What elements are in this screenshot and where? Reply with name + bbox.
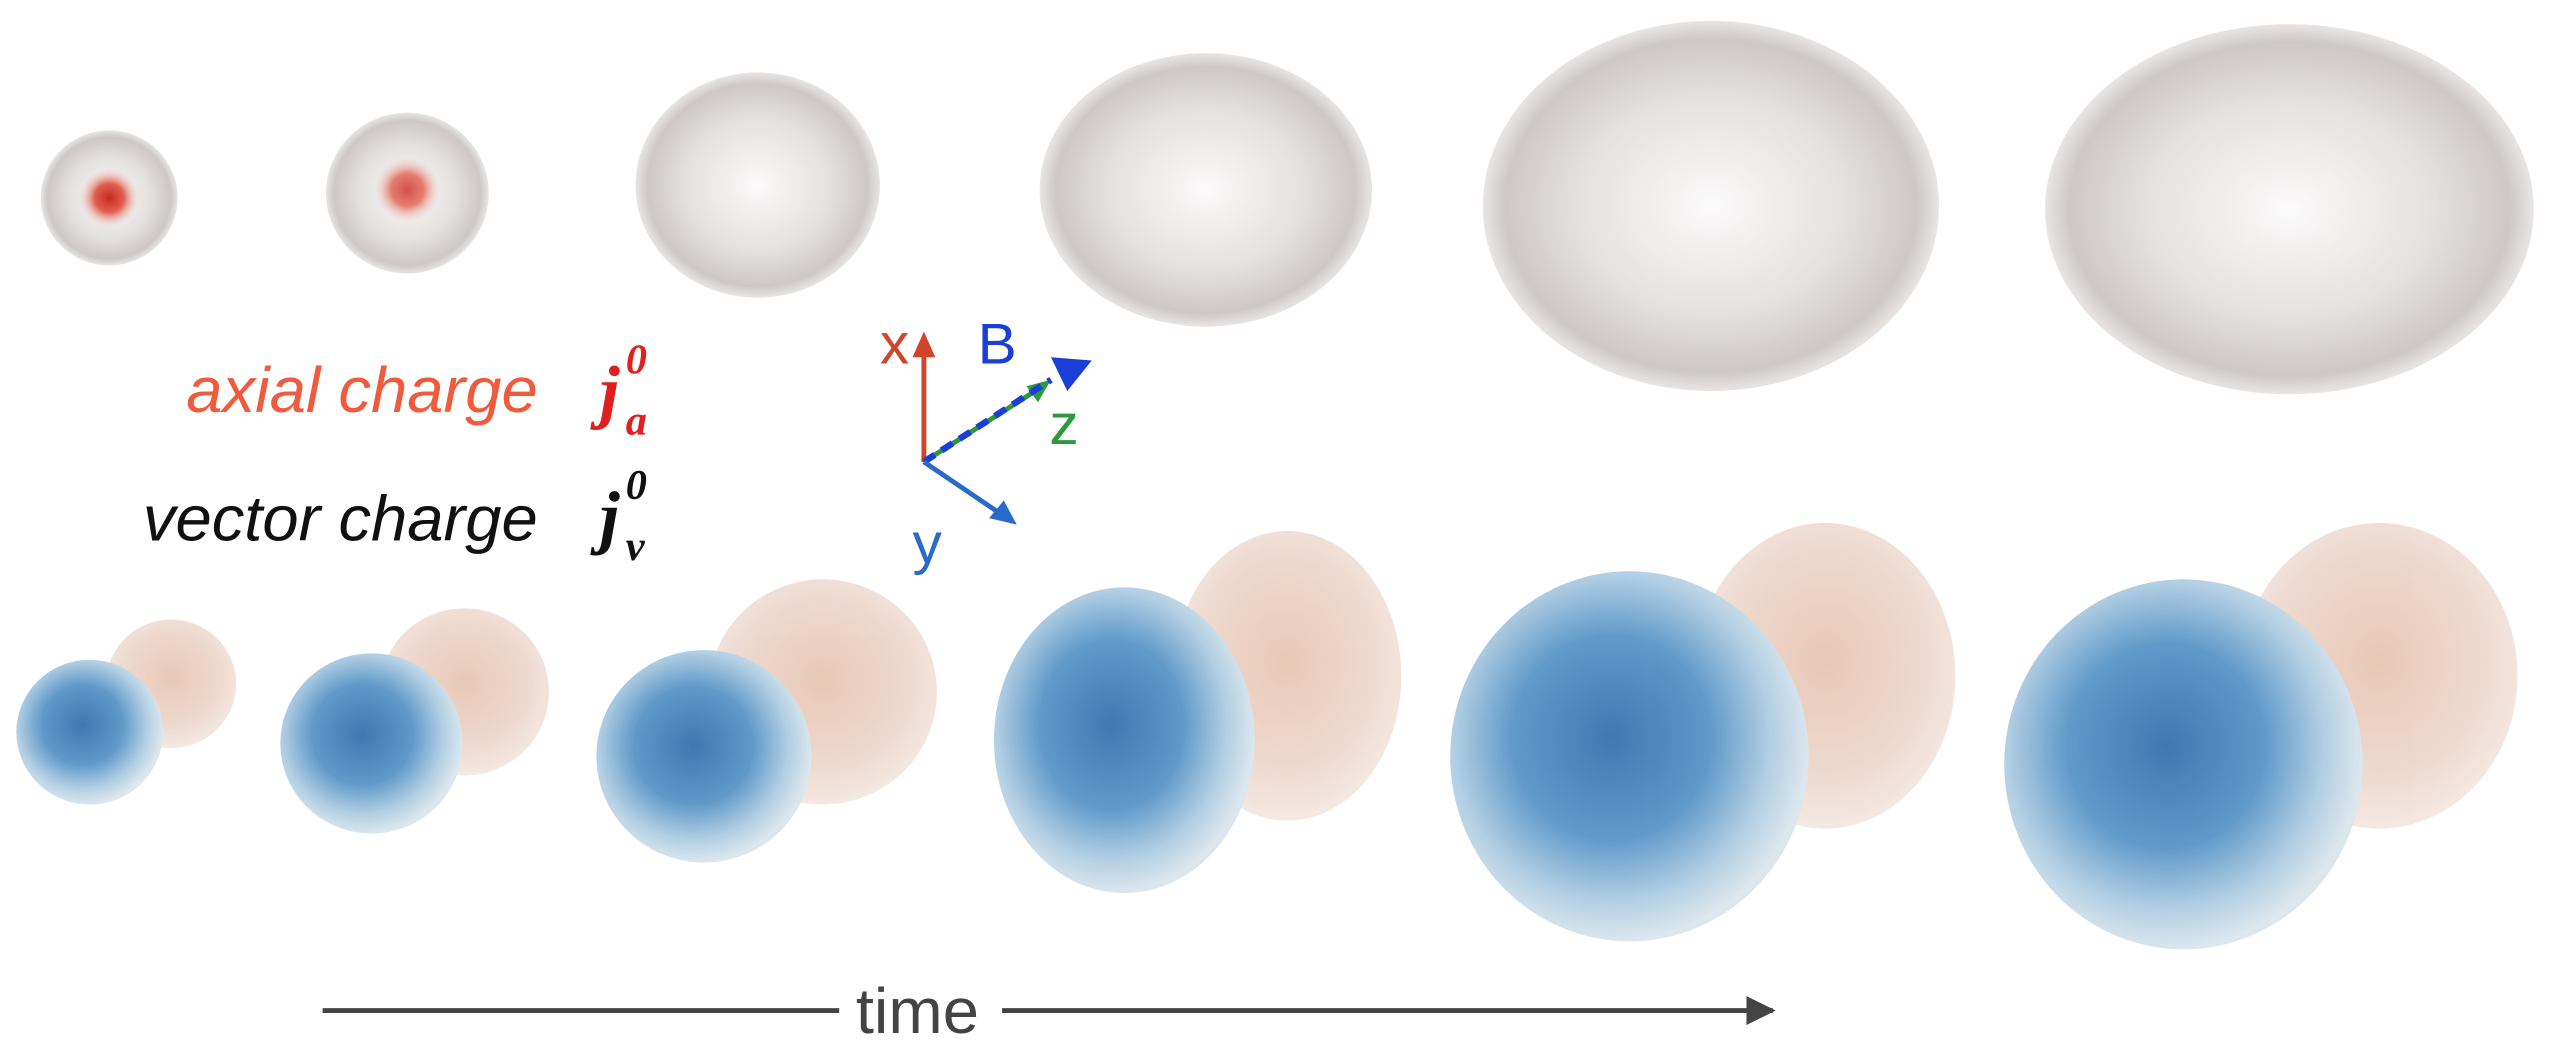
axial-label: axial charge <box>186 353 537 426</box>
b-arrowhead <box>1051 357 1092 391</box>
blob <box>994 587 1255 893</box>
axial-symbol: j <box>590 354 620 432</box>
page: axial charge j 0 a vector charge j 0 v x… <box>0 0 2555 1054</box>
vector-label: vector charge <box>143 482 538 555</box>
y-axis <box>924 462 1007 518</box>
blob <box>16 660 163 805</box>
x-label: x <box>880 312 909 377</box>
y-label: y <box>913 512 943 577</box>
x-arrowhead <box>913 331 936 357</box>
axial-snapshots <box>41 21 2534 394</box>
axes-triad: x B z y <box>880 312 1092 576</box>
blob <box>1450 571 1808 941</box>
blob <box>635 72 879 297</box>
time-label: time <box>856 974 979 1047</box>
blob <box>280 653 463 833</box>
axial-superscript: 0 <box>626 337 647 384</box>
figure: axial charge j 0 a vector charge j 0 v x… <box>0 0 2555 1054</box>
blob <box>2004 579 2362 949</box>
vector-snapshots <box>16 523 2517 949</box>
y-arrowhead <box>989 500 1017 524</box>
b-field <box>924 380 1051 462</box>
axial-subscript: a <box>626 398 647 445</box>
b-label: B <box>978 312 1017 377</box>
blob <box>1040 53 1372 327</box>
vector-subscript: v <box>626 523 646 570</box>
blob <box>2045 24 2534 394</box>
vector-superscript: 0 <box>626 462 647 509</box>
time-arrow: time <box>323 974 1773 1047</box>
blob <box>1483 21 1939 391</box>
blob <box>596 650 811 862</box>
z-label: z <box>1049 392 1078 457</box>
blob-core <box>80 169 139 227</box>
vector-symbol: j <box>590 479 620 557</box>
blob-core <box>375 158 440 222</box>
